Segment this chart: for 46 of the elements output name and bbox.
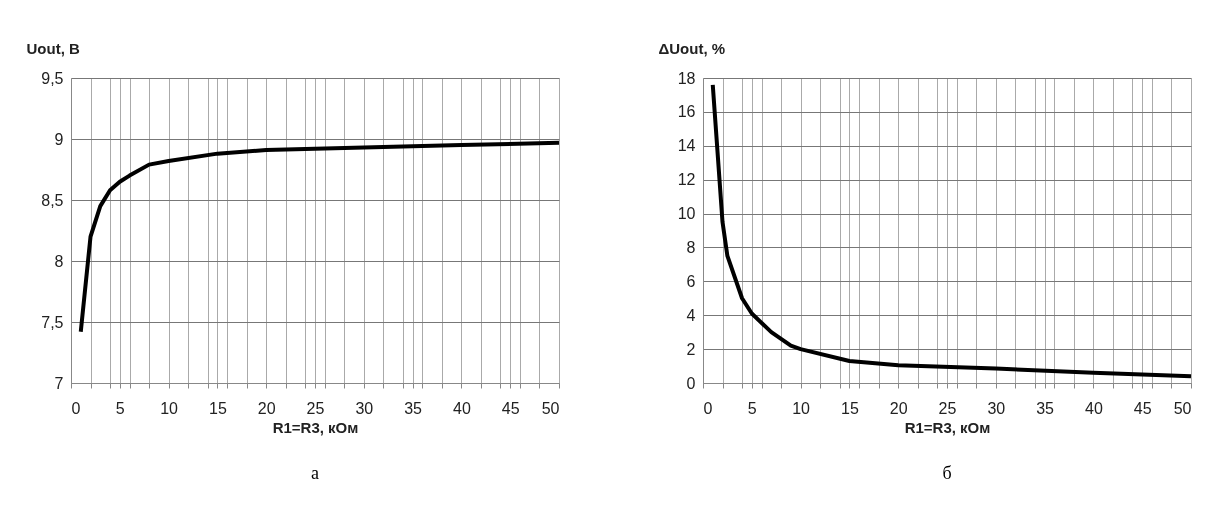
y-tick-label: 8,5 [41,191,64,209]
text: а [311,463,319,483]
x-tick-label: 15 [841,399,859,417]
x-tick-label: 45 [1133,399,1152,417]
x-tick-label: 10 [792,399,811,417]
x-tick-label: 45 [501,399,520,417]
x-tick-label: 35 [1036,399,1055,417]
x-axis-title: R1=R3, кОм [272,418,359,436]
y-tick-label: 18 [677,69,696,87]
x-tick-label: 35 [404,399,423,417]
y-tick-label: 7,5 [41,313,64,331]
x-tick-label: 0 [71,399,81,417]
x-tick-label: 50 [1173,399,1192,417]
y-tick-label: 12 [677,171,696,189]
line-series [710,82,1193,379]
x-tick-label: 20 [889,399,908,417]
line-series [78,140,561,334]
x-tick-label: 20 [257,399,276,417]
x-axis-title: R1=R3, кОм [904,418,991,436]
x-tick-label: 30 [987,399,1006,417]
x-tick-label: 40 [1085,399,1103,417]
x-tick-label: 40 [453,399,471,417]
y-tick-label: 7 [54,374,64,392]
y-tick-label: 4 [686,306,696,324]
x-tick-label: 5 [747,399,757,417]
y-axis-title: ΔUout, % [658,39,726,57]
x-tick-label: 50 [541,399,560,417]
y-tick-label: 9,5 [41,69,64,87]
x-tick-label: 0 [703,399,713,417]
y-tick-label: 10 [677,205,696,223]
x-tick-label: 15 [209,399,227,417]
y-tick-label: 6 [686,272,696,290]
text: б [942,463,952,483]
y-tick-label: 8 [686,238,696,256]
x-tick-label: 5 [115,399,125,417]
x-tick-label: 10 [160,399,179,417]
y-tick-label: 8 [54,252,64,270]
x-tick-label: 25 [938,399,957,417]
x-tick-label: 25 [306,399,325,417]
y-axis-title: Uout, В [26,39,80,57]
y-tick-label: 14 [677,137,696,155]
y-tick-label: 0 [686,374,696,392]
x-tick-label: 30 [355,399,374,417]
y-tick-label: 16 [677,103,696,121]
y-tick-label: 9 [54,130,64,148]
y-tick-label: 2 [686,340,696,358]
